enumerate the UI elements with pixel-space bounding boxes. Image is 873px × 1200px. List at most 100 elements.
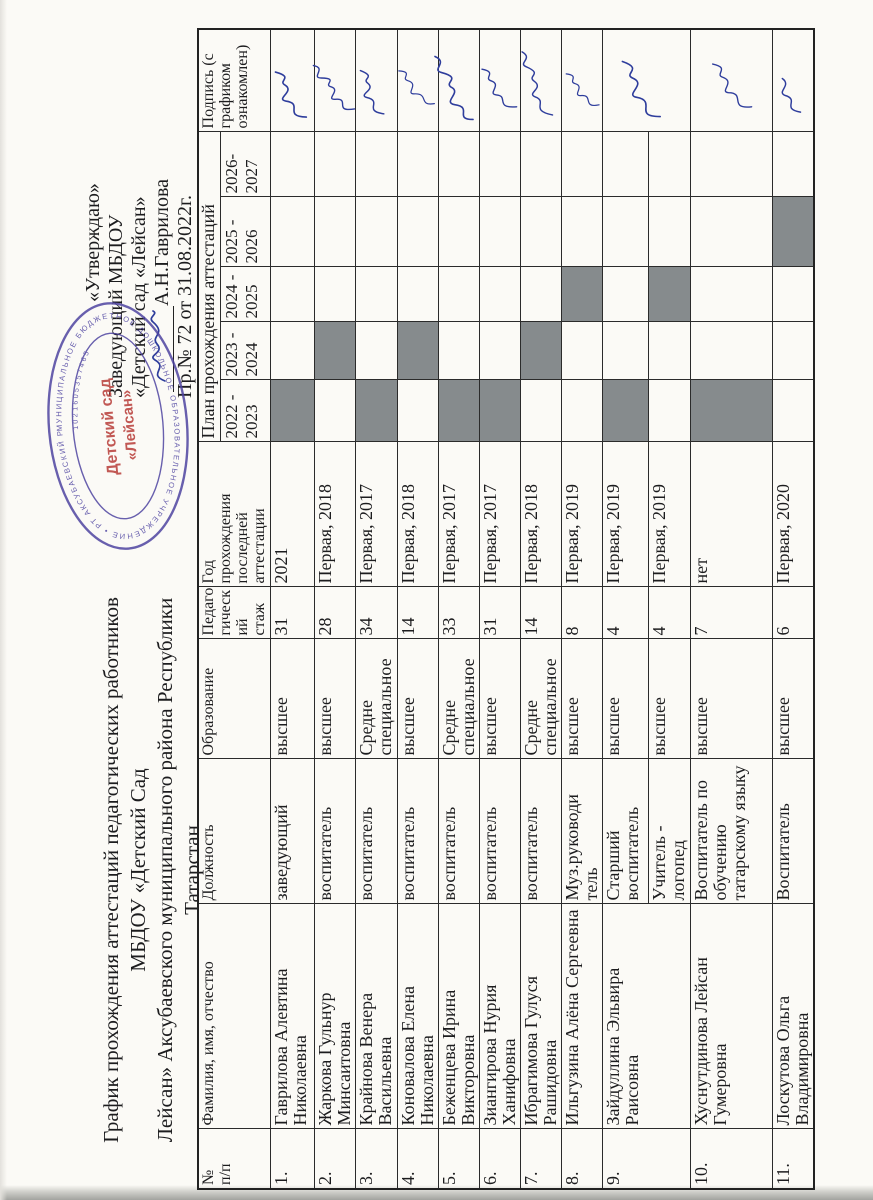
table-row: 8. Ильгузина Алёна Сергеевна Муз.руковод… bbox=[561, 28, 602, 1189]
education-cell: высшее bbox=[314, 639, 355, 759]
plan-cell bbox=[772, 197, 814, 267]
last-attestation-cell: Первая, 2019 bbox=[561, 442, 602, 587]
signature-cell bbox=[520, 28, 561, 132]
plan-cell bbox=[520, 197, 561, 267]
plan-cell bbox=[314, 131, 355, 197]
plan-cell bbox=[397, 131, 438, 197]
col-header-education: Образование bbox=[198, 639, 270, 759]
plan-cell bbox=[438, 380, 479, 442]
position-cell: воспитатель bbox=[314, 759, 355, 904]
signature-cell bbox=[433, 28, 479, 132]
last-attestation-cell: Первая, 2018 bbox=[520, 442, 561, 587]
plan-cell bbox=[561, 131, 602, 197]
row-number: 3. bbox=[355, 1129, 397, 1189]
plan-cell bbox=[479, 322, 520, 380]
table-row: 9. Зайдуллина Эльвира Раисовна Старший в… bbox=[602, 28, 690, 1189]
plan-cell bbox=[602, 380, 648, 442]
plan-cell bbox=[602, 267, 648, 322]
signature-cell bbox=[270, 28, 314, 132]
education-cell: высшее bbox=[772, 639, 814, 759]
employee-name: Зиангирова Нурия Ханифовна bbox=[479, 904, 520, 1129]
title-line-1: График прохождения аттестаций педагогиче… bbox=[99, 597, 150, 1143]
plan-cell bbox=[690, 322, 772, 380]
plan-year-2022-2023: 2022 - 2023 bbox=[220, 380, 270, 442]
plan-cell bbox=[397, 322, 438, 380]
position-cell: Муз.руководи тель bbox=[561, 759, 602, 904]
education-cell: Средне специальное bbox=[355, 639, 397, 759]
position-cell: воспитатель bbox=[438, 759, 479, 904]
signature-icon bbox=[621, 61, 661, 118]
row-number: 6. bbox=[479, 1129, 520, 1189]
plan-cell bbox=[314, 267, 355, 322]
stamp-center-line-2: «Лейсан» bbox=[118, 389, 141, 461]
experience-cell: 28 bbox=[314, 587, 355, 639]
plan-cell bbox=[397, 380, 438, 442]
col-header-plan: План прохождения аттестаций bbox=[198, 131, 220, 442]
plan-cell bbox=[438, 322, 479, 380]
signature-icon bbox=[711, 63, 752, 109]
signature-cell bbox=[397, 28, 438, 132]
employee-name: Гаврилова Алевтина Николаевна bbox=[270, 904, 314, 1129]
plan-cell bbox=[270, 380, 314, 442]
col-header-signature: Подпись (с графиком ознакомлен) bbox=[198, 28, 270, 132]
plan-cell bbox=[648, 131, 690, 197]
table-row: 6. Зиангирова Нурия Ханифовна воспитател… bbox=[479, 28, 520, 1189]
row-number: 7. bbox=[520, 1129, 561, 1189]
table-row: 11. Лоскутова Ольга Владимировна Воспита… bbox=[772, 28, 814, 1189]
plan-cell bbox=[602, 131, 648, 197]
plan-year-2024-2025: 2024 - 2025 bbox=[220, 267, 270, 322]
plan-cell bbox=[479, 380, 520, 442]
col-header-num: № п/п bbox=[198, 1129, 270, 1189]
row-number: 11. bbox=[772, 1129, 814, 1189]
table-row: 7. Ибрагимова Гулуся Рашидовна воспитате… bbox=[520, 28, 561, 1189]
plan-cell bbox=[314, 380, 355, 442]
plan-cell bbox=[690, 267, 772, 322]
row-number: 2. bbox=[314, 1129, 355, 1189]
plan-cell bbox=[479, 197, 520, 267]
experience-cell: 14 bbox=[520, 587, 561, 639]
table-row: 4. Коновалова Елена Николаевна воспитате… bbox=[397, 28, 438, 1189]
row-number: 4. bbox=[397, 1129, 438, 1189]
education-cell: Средне специальное bbox=[438, 639, 479, 759]
plan-cell bbox=[520, 322, 561, 380]
row-number: 8. bbox=[561, 1129, 602, 1189]
position-cell: Учитель - логопед bbox=[648, 759, 690, 904]
plan-year-2023-2024: 2023 - 2024 bbox=[220, 322, 270, 380]
experience-cell: 7 bbox=[690, 587, 772, 639]
plan-year-2025-2026: 2025 - 2026 bbox=[220, 197, 270, 267]
plan-cell bbox=[479, 131, 520, 197]
position-cell: воспитатель bbox=[355, 759, 397, 904]
last-attestation-cell: Первая, 2019 bbox=[648, 442, 690, 587]
row-number: 1. bbox=[270, 1129, 314, 1189]
education-cell: Средне специальное bbox=[520, 639, 561, 759]
row-number: 9. bbox=[602, 1129, 690, 1189]
position-cell: воспитатель bbox=[520, 759, 561, 904]
plan-cell bbox=[355, 322, 397, 380]
plan-cell bbox=[520, 380, 561, 442]
last-attestation-cell: Первая, 2019 bbox=[602, 442, 648, 587]
signature-cell bbox=[479, 28, 520, 132]
position-cell: воспитатель bbox=[479, 759, 520, 904]
row-number: 5. bbox=[438, 1129, 479, 1189]
header-row: № п/п Фамилия, имя, отчество Должность О… bbox=[198, 28, 270, 1189]
employee-name: Зайдуллина Эльвира Раисовна bbox=[602, 904, 690, 1129]
employee-name: Ильгузина Алёна Сергеевна bbox=[561, 904, 602, 1129]
table-row: 2. Жаркова Гульнур Минсаитовна воспитате… bbox=[312, 28, 355, 1189]
employee-name: Лоскутова Ольга Владимировна bbox=[772, 904, 814, 1129]
education-cell: высшее bbox=[690, 639, 772, 759]
signature-cell bbox=[561, 28, 602, 132]
experience-cell: 4 bbox=[602, 587, 648, 639]
plan-cell bbox=[438, 267, 479, 322]
plan-cell bbox=[270, 267, 314, 322]
plan-cell bbox=[355, 197, 397, 267]
signature-cell bbox=[602, 28, 690, 132]
approval-signature-line: А.Н.Гаврилова bbox=[150, 58, 174, 398]
approval-block: «Утверждаю» Заведующий МБДОУ «Детский са… bbox=[82, 58, 197, 398]
plan-cell bbox=[772, 267, 814, 322]
plan-cell bbox=[772, 380, 814, 442]
row-number: 10. bbox=[690, 1129, 772, 1189]
plan-cell bbox=[270, 197, 314, 267]
plan-cell bbox=[690, 197, 772, 267]
plan-cell bbox=[648, 197, 690, 267]
